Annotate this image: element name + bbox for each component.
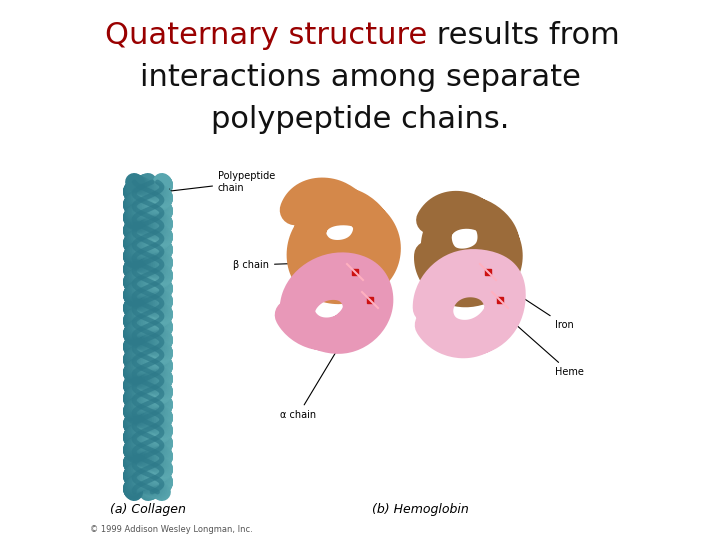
Text: β chain: β chain [233,260,336,270]
Text: Quaternary structure: Quaternary structure [104,21,427,50]
Text: © 1999 Addison Wesley Longman, Inc.: © 1999 Addison Wesley Longman, Inc. [90,525,253,535]
Text: polypeptide chains.: polypeptide chains. [211,105,509,134]
Text: Heme: Heme [491,302,584,377]
Text: (a) Collagen: (a) Collagen [110,503,186,516]
Text: interactions among separate: interactions among separate [140,64,580,92]
Text: Polypeptide
chain: Polypeptide chain [166,171,275,193]
Text: results from: results from [427,21,620,50]
Text: (b) Hemoglobin: (b) Hemoglobin [372,503,469,516]
Text: Iron: Iron [491,277,574,330]
Text: α chain: α chain [280,335,346,420]
